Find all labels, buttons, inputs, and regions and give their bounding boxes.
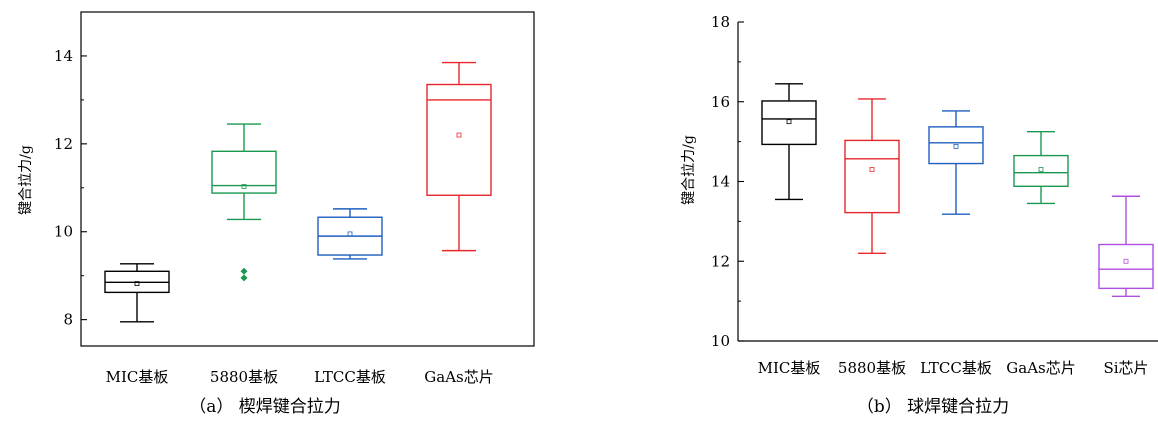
panel-b: 10 12 14 16 18 MIC基板 5880基板 LTCC基板 GaAs芯片 Si芯片 键… xyxy=(681,13,1158,417)
panel-a: 8 10 12 14 MIC基板 5880基板 LTCC基板 GaAs芯片 键合拉力/g （… xyxy=(18,11,535,417)
outlier-point xyxy=(240,274,248,282)
category-label: LTCC基板 xyxy=(920,359,992,377)
y-tick-label: 14 xyxy=(711,173,730,191)
panel-a-y-ticks: 8 10 12 14 xyxy=(54,11,87,329)
iqr-box xyxy=(761,100,817,146)
category-label: MIC基板 xyxy=(106,368,169,386)
panel-b-caption: （b） 球焊键合拉力 xyxy=(857,397,1009,417)
iqr-box xyxy=(1098,243,1154,290)
box-2 xyxy=(317,208,383,260)
category-label: Si芯片 xyxy=(1103,359,1148,377)
mean-marker xyxy=(347,231,353,237)
mean-marker xyxy=(869,167,875,172)
panel-a-caption: （a） 楔焊键合拉力 xyxy=(189,397,341,417)
y-tick-label: 12 xyxy=(54,135,73,153)
category-label: MIC基板 xyxy=(758,359,821,377)
panel-a-ylabel: 键合拉力/g xyxy=(18,145,34,215)
panel-b-categories: MIC基板 5880基板 LTCC基板 GaAs芯片 Si芯片 xyxy=(758,359,1149,377)
mean-marker xyxy=(953,144,959,149)
box-4 xyxy=(1098,195,1154,298)
y-tick-label: 14 xyxy=(54,47,73,65)
category-label: LTCC基板 xyxy=(314,368,386,386)
panel-b-ylabel: 键合拉力/g xyxy=(681,135,697,205)
category-label: 5880基板 xyxy=(210,368,278,386)
box-0 xyxy=(104,263,170,323)
box-3 xyxy=(1013,130,1069,205)
mean-marker xyxy=(134,281,140,286)
panel-b-boxes xyxy=(761,83,1154,298)
panel-b-y-ticks: 10 12 14 16 18 xyxy=(711,13,744,350)
y-tick-label: 10 xyxy=(54,223,73,241)
mean-marker xyxy=(241,184,247,189)
panel-a-categories: MIC基板 5880基板 LTCC基板 GaAs芯片 xyxy=(106,368,494,386)
iqr-box xyxy=(1013,154,1069,187)
box-1 xyxy=(844,98,900,254)
iqr-box xyxy=(928,126,984,165)
box-2 xyxy=(928,110,984,215)
mean-marker xyxy=(456,132,462,138)
box-1 xyxy=(211,123,277,282)
category-label: GaAs芯片 xyxy=(424,368,493,386)
iqr-box xyxy=(844,139,900,214)
iqr-box xyxy=(426,83,492,196)
y-tick-label: 8 xyxy=(63,311,73,329)
mean-marker xyxy=(786,119,792,125)
y-tick-label: 12 xyxy=(711,252,730,270)
mean-marker xyxy=(1038,167,1044,172)
y-tick-label: 10 xyxy=(711,332,730,350)
panel-a-boxes xyxy=(104,61,492,323)
iqr-box xyxy=(211,150,277,194)
category-label: 5880基板 xyxy=(838,359,906,377)
y-tick-label: 16 xyxy=(711,93,730,111)
outlier-point xyxy=(240,267,248,275)
category-label: GaAs芯片 xyxy=(1006,359,1075,377)
box-3 xyxy=(426,61,492,252)
box-0 xyxy=(761,83,817,201)
mean-marker xyxy=(1123,258,1129,264)
panel-a-frame xyxy=(80,11,535,347)
y-tick-label: 18 xyxy=(711,13,730,31)
